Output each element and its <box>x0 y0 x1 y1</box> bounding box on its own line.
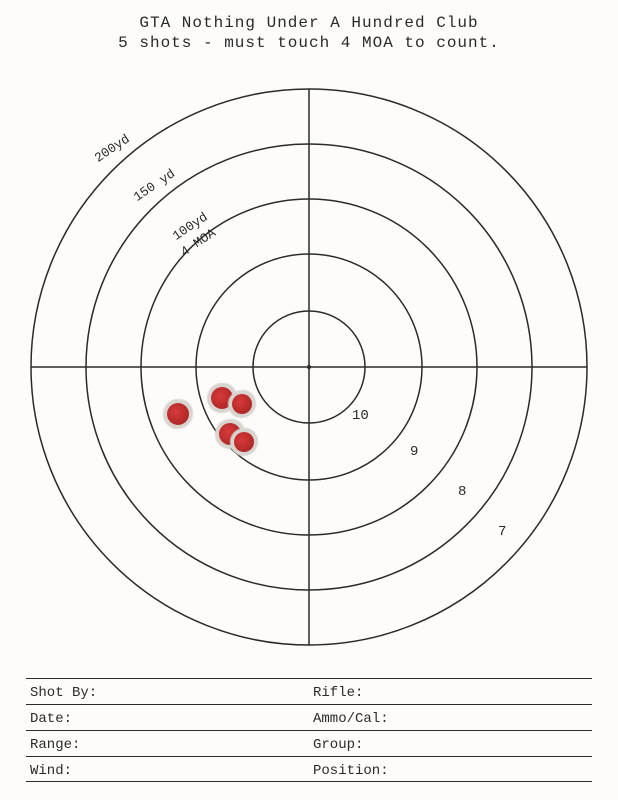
info-form: Shot By: Rifle: Date: Ammo/Cal: Range: Group:… <box>26 678 592 782</box>
form-value[interactable] <box>393 708 588 722</box>
title-line-1: GTA Nothing Under A Hundred Club <box>0 14 618 32</box>
form-label: Wind: <box>30 763 72 779</box>
form-cell-left-3: Wind: <box>26 760 309 779</box>
score-label-8: 8 <box>458 484 466 500</box>
form-cell-right-1: Ammo/Cal: <box>309 708 592 727</box>
form-value[interactable] <box>84 734 305 748</box>
shot-1 <box>167 403 189 425</box>
form-value[interactable] <box>76 708 305 722</box>
form-row-3: Wind: Position: <box>26 756 592 782</box>
target-svg <box>26 84 592 650</box>
form-label: Shot By: <box>30 685 97 701</box>
form-label: Rifle: <box>313 685 363 701</box>
form-value[interactable] <box>367 682 588 696</box>
form-cell-left-0: Shot By: <box>26 682 309 701</box>
score-label-9: 9 <box>410 444 418 460</box>
form-cell-right-0: Rifle: <box>309 682 592 701</box>
form-label: Group: <box>313 737 363 753</box>
form-label: Range: <box>30 737 80 753</box>
form-cell-left-2: Range: <box>26 734 309 753</box>
form-value[interactable] <box>393 760 588 774</box>
center-dot <box>307 365 311 369</box>
target: 200yd150 yd100yd4 MOA 10987 <box>26 84 592 650</box>
form-cell-left-1: Date: <box>26 708 309 727</box>
form-row-1: Date: Ammo/Cal: <box>26 704 592 730</box>
form-cell-right-3: Position: <box>309 760 592 779</box>
form-label: Position: <box>313 763 389 779</box>
title-line-2: 5 shots - must touch 4 MOA to count. <box>0 34 618 52</box>
score-label-7: 7 <box>498 524 506 540</box>
shot-5 <box>234 432 254 452</box>
form-value[interactable] <box>101 682 305 696</box>
form-value[interactable] <box>367 734 588 748</box>
form-row-2: Range: Group: <box>26 730 592 756</box>
form-label: Ammo/Cal: <box>313 711 389 727</box>
form-row-0: Shot By: Rifle: <box>26 678 592 704</box>
form-value[interactable] <box>76 760 305 774</box>
form-label: Date: <box>30 711 72 727</box>
score-label-10: 10 <box>352 408 369 424</box>
shot-3 <box>232 394 252 414</box>
header: GTA Nothing Under A Hundred Club 5 shots… <box>0 0 618 52</box>
form-cell-right-2: Group: <box>309 734 592 753</box>
